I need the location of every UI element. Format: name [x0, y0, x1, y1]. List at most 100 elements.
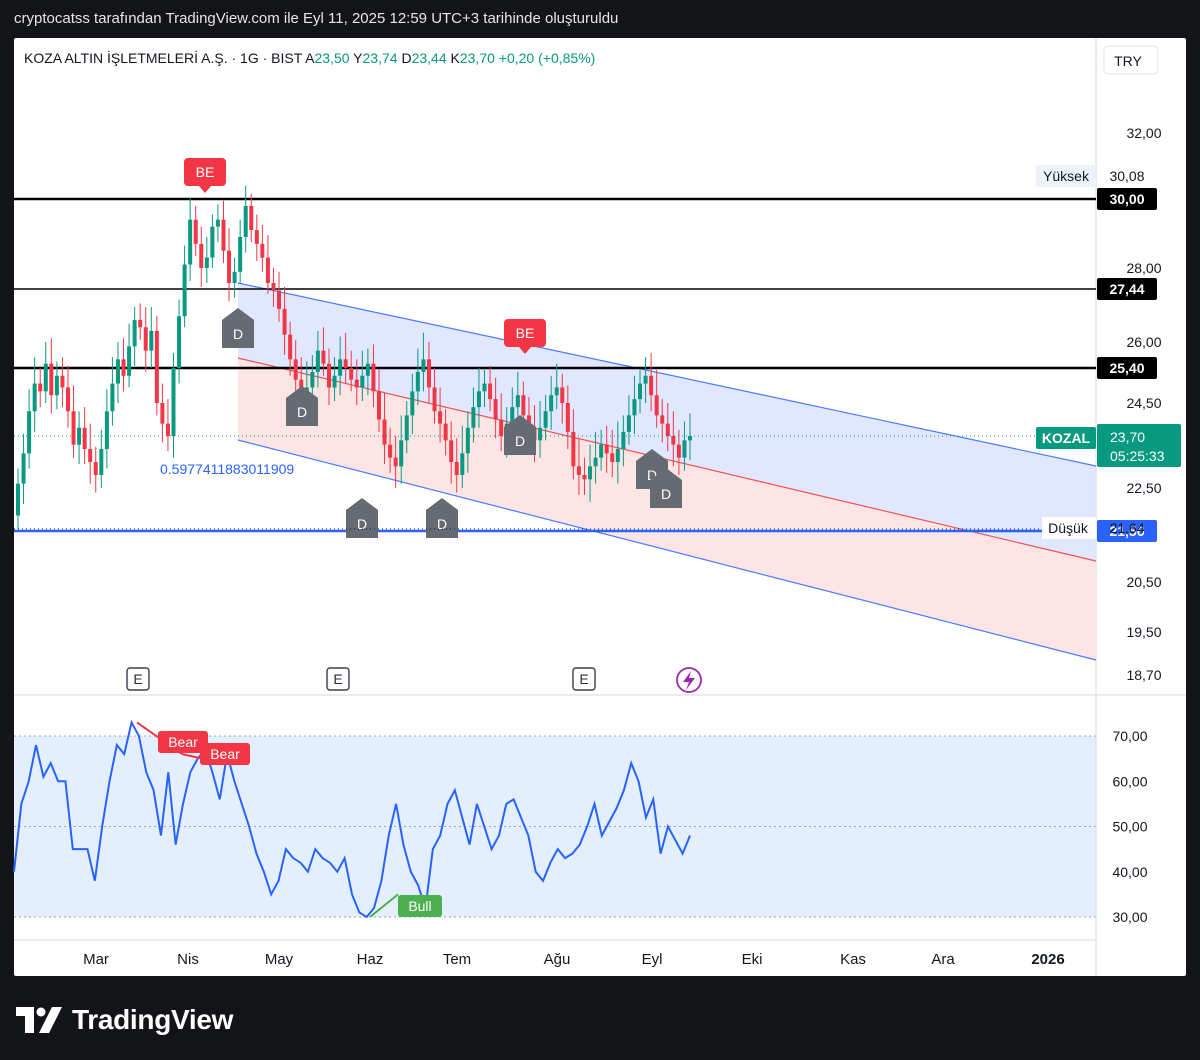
candle-body	[526, 415, 531, 428]
earnings-marker-3[interactable]	[572, 667, 596, 691]
candle-body	[499, 419, 504, 436]
tradingview-brand: TradingView	[16, 1002, 233, 1038]
price-tick-22,50: 22,50	[1126, 480, 1161, 496]
candle-body	[399, 440, 404, 467]
rsi-tick-40,00: 40,00	[1112, 864, 1147, 880]
symbol-legend[interactable]: KOZA ALTIN İŞLETMELERİ A.Ş. · 1G · BIST …	[24, 49, 595, 66]
candle-body	[288, 334, 293, 360]
candle-body	[315, 350, 320, 372]
candle-body	[99, 449, 104, 475]
level-value-27,44: 27,44	[1109, 281, 1144, 297]
candle-body	[649, 375, 654, 396]
earnings-marker-1[interactable]	[126, 667, 150, 691]
rsi-line[interactable]	[13, 719, 691, 919]
candle-body	[32, 383, 37, 412]
candle-body	[421, 359, 426, 372]
level-badge-25,40	[1097, 357, 1157, 379]
candle-body	[115, 359, 120, 384]
candle-body	[38, 383, 43, 392]
channel-lower-line[interactable]	[237, 439, 1097, 661]
currency-label: TRY	[1114, 53, 1142, 69]
candle-body	[54, 375, 59, 396]
low-value: 21,64	[1109, 520, 1144, 536]
candle-body	[271, 283, 276, 291]
d-marker-label-7: D	[661, 486, 671, 502]
candle-body	[604, 444, 609, 454]
candle-body	[671, 436, 676, 445]
time-label-1: Nis	[177, 951, 199, 968]
candle-body	[321, 350, 326, 364]
candle-body	[293, 359, 298, 380]
tradingview-wordmark: TradingView	[72, 1004, 234, 1035]
candle-body	[260, 243, 265, 258]
candle-body	[21, 453, 26, 484]
candle-body	[615, 449, 620, 462]
candle-body	[382, 419, 387, 445]
level-value-21,56: 21,56	[1109, 523, 1144, 539]
candle-body	[476, 391, 481, 408]
earnings-marker-2[interactable]	[326, 667, 350, 691]
candle-body	[282, 308, 287, 335]
candle-body	[121, 359, 126, 376]
rsi-tick-70,00: 70,00	[1112, 728, 1147, 744]
tradingview-logo-icon	[16, 1007, 62, 1033]
candle-body	[371, 363, 376, 392]
candle-body	[182, 264, 187, 317]
candle-body	[215, 219, 220, 227]
time-label-5: Ağu	[544, 951, 571, 968]
candle-body	[410, 391, 415, 416]
candle-body	[332, 375, 337, 388]
candle-body	[132, 319, 137, 347]
channel-upper-fill	[238, 283, 1096, 561]
level-badge-30,00	[1097, 188, 1157, 210]
bear-signal-2-box	[200, 743, 250, 765]
level-badge-21,56	[1097, 520, 1157, 542]
candle-body	[626, 415, 631, 432]
price-tick-26,00: 26,00	[1126, 334, 1161, 350]
price-tick-19,50: 19,50	[1126, 624, 1161, 640]
candle-body	[127, 346, 132, 376]
candle-body	[449, 440, 454, 462]
candle-body	[543, 411, 548, 428]
be-marker-2-box	[504, 319, 546, 347]
low-label: Düşük	[1048, 520, 1089, 536]
bull-signal-label: Bull	[408, 898, 431, 914]
candle-body	[338, 359, 343, 376]
d-marker-5	[504, 415, 536, 455]
candle-body	[327, 363, 332, 388]
candle-body	[393, 457, 398, 467]
candle-body	[465, 427, 470, 454]
candle-body	[432, 387, 437, 412]
candle-body	[227, 250, 232, 283]
candle-body	[621, 431, 626, 449]
candle-body	[221, 219, 226, 251]
candle-body	[665, 423, 670, 436]
candle-body	[610, 453, 615, 462]
d-marker-label-2: D	[297, 404, 307, 420]
candle-body	[565, 403, 570, 432]
candle-body	[521, 395, 526, 416]
level-value-30,00: 30,00	[1109, 191, 1144, 207]
rsi-tick-60,00: 60,00	[1112, 773, 1147, 789]
candle-body	[77, 427, 82, 445]
candle-body	[560, 387, 565, 403]
high-label: Yüksek	[1043, 168, 1090, 184]
be-marker-1-box	[184, 158, 226, 186]
lightning-icon-glyph	[683, 671, 695, 690]
channel-mid-line[interactable]	[237, 357, 1097, 562]
candle-body	[599, 444, 604, 458]
be-marker-2-label: BE	[516, 325, 535, 341]
channel-upper-line[interactable]	[237, 282, 1097, 467]
time-label-3: Haz	[357, 951, 384, 968]
candle-body	[593, 457, 598, 467]
price-tick-18,70: 18,70	[1126, 667, 1161, 683]
candle-body	[16, 483, 20, 516]
candle-body	[349, 368, 354, 380]
candle-body	[638, 383, 643, 400]
time-label-0: Mar	[83, 951, 109, 968]
rsi-tick-30,00: 30,00	[1112, 909, 1147, 925]
candle-body	[65, 387, 70, 412]
currency-button[interactable]	[1103, 45, 1159, 75]
candle-body	[249, 205, 254, 231]
